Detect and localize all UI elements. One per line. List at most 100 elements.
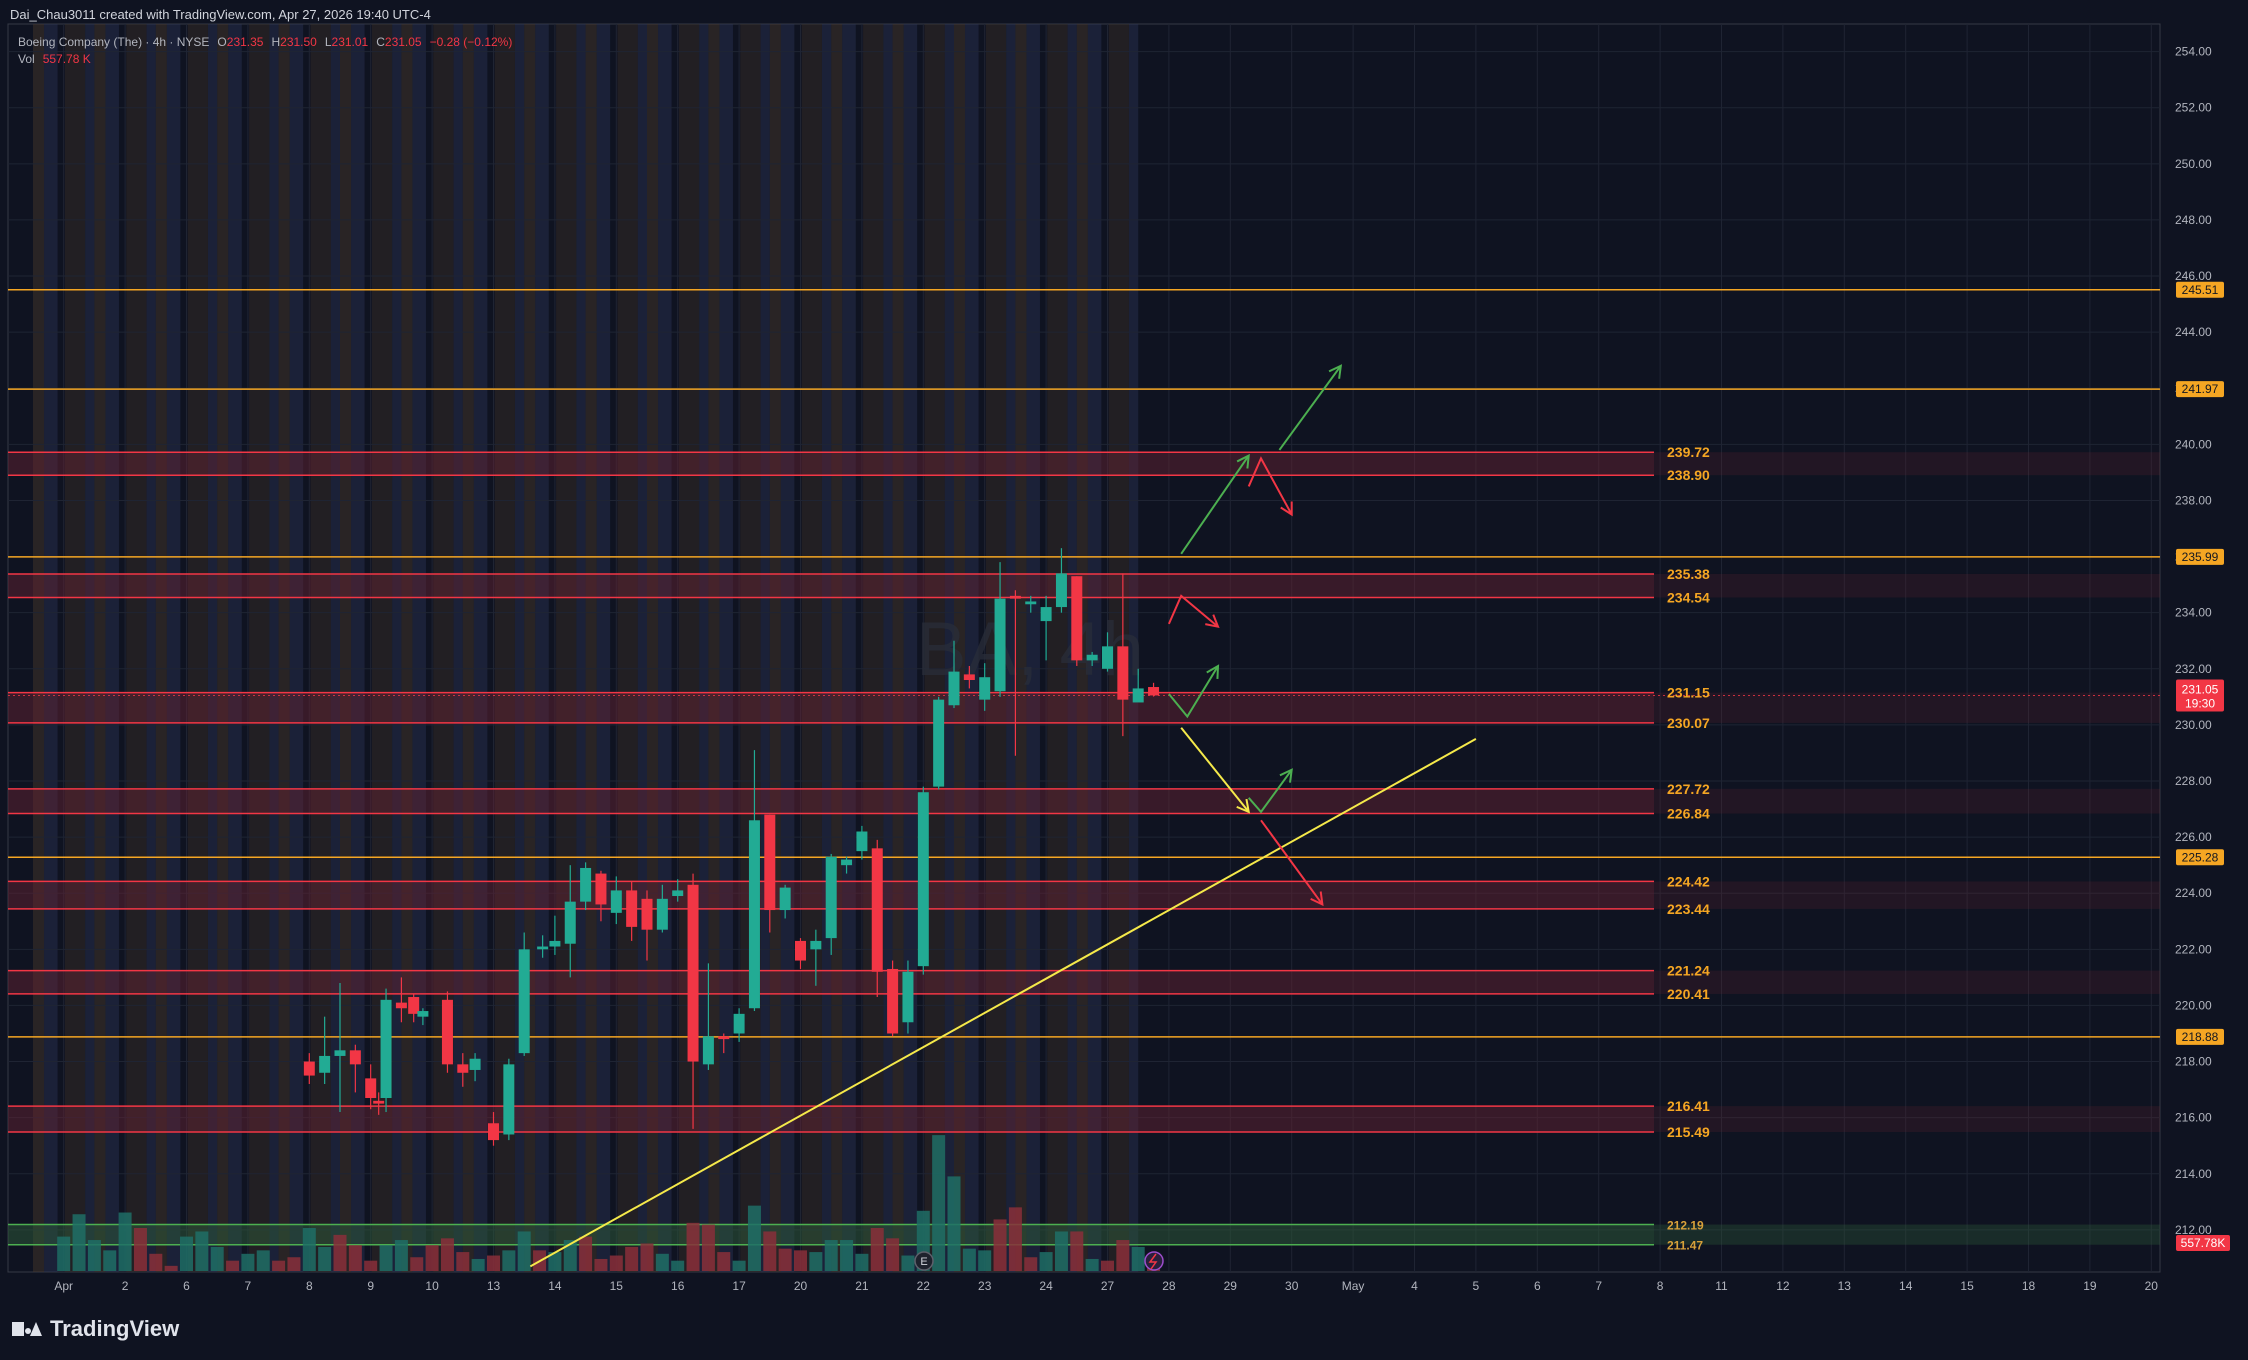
projection-arrow[interactable] (1168, 665, 1219, 719)
session-band (678, 24, 700, 1272)
candle-body[interactable] (687, 884, 699, 1062)
candle-body[interactable] (395, 1002, 407, 1009)
candle-body[interactable] (656, 898, 668, 930)
candle-body[interactable] (537, 946, 549, 950)
candle-body[interactable] (457, 1064, 469, 1073)
candle-body[interactable] (795, 940, 806, 961)
projection-arrow[interactable] (1247, 456, 1293, 515)
price-tick-label: 238.00 (2175, 493, 2212, 507)
volume-bar (287, 1257, 301, 1271)
candle-body[interactable] (979, 677, 991, 700)
candle-body[interactable] (748, 820, 760, 1009)
session-band (780, 24, 795, 1272)
candle-body[interactable] (1102, 646, 1113, 669)
candle-body[interactable] (810, 940, 822, 950)
price-tick-label: 230.00 (2175, 718, 2212, 732)
candle-body[interactable] (825, 856, 837, 939)
volume-bar (118, 1212, 132, 1271)
arrowhead-icon (1328, 364, 1343, 379)
candle-body[interactable] (319, 1055, 331, 1073)
candle-body[interactable] (902, 971, 914, 1023)
session-band (1026, 24, 1040, 1272)
volume-bar (180, 1236, 193, 1271)
candle-body[interactable] (1009, 595, 1021, 599)
candle-body[interactable] (349, 1050, 361, 1065)
candle-body[interactable] (469, 1058, 481, 1070)
projection-arrow[interactable] (1278, 365, 1342, 451)
candle-body[interactable] (994, 598, 1006, 692)
candle-body[interactable] (334, 1050, 346, 1056)
volume-bar (210, 1246, 224, 1271)
symbol-name[interactable]: Boeing Company (The) · 4h · NYSE (18, 35, 210, 49)
candle-body[interactable] (365, 1078, 377, 1099)
earnings-icon[interactable] (914, 1251, 934, 1271)
candle-body[interactable] (1040, 607, 1052, 622)
time-tick-label: 19 (2083, 1279, 2097, 1293)
session-band (126, 24, 147, 1272)
bolt-icon[interactable] (1144, 1251, 1164, 1271)
candle-body[interactable] (441, 999, 453, 1065)
candle-body[interactable] (887, 968, 899, 1034)
candle-body[interactable] (488, 1123, 499, 1141)
price-tick-label: 240.00 (2175, 437, 2212, 451)
candle-body[interactable] (672, 890, 684, 897)
zone-fill (8, 1224, 1654, 1245)
candle-body[interactable] (1148, 687, 1160, 696)
candle-body[interactable] (417, 1011, 429, 1017)
candle-body[interactable] (380, 999, 392, 1099)
projection-arrow[interactable] (1180, 727, 1250, 813)
time-tick-label: 14 (1899, 1279, 1913, 1293)
candle-body[interactable] (408, 997, 420, 1014)
projection-arrow[interactable] (1167, 594, 1219, 628)
volume-label[interactable]: Vol (18, 52, 35, 66)
candle-body[interactable] (580, 867, 592, 902)
candle-body[interactable] (641, 898, 653, 930)
candle-body[interactable] (733, 1013, 745, 1034)
candle-body[interactable] (549, 940, 561, 947)
candle-body[interactable] (871, 848, 883, 972)
candle-body[interactable] (564, 901, 576, 944)
candle-body[interactable] (702, 1036, 714, 1065)
candle-body[interactable] (1025, 601, 1037, 605)
candle-body[interactable] (764, 814, 776, 911)
candle-body[interactable] (963, 674, 975, 681)
candle-body[interactable] (718, 1036, 730, 1040)
volume-bar (993, 1219, 1007, 1271)
candle-body[interactable] (841, 859, 853, 866)
session-band (94, 24, 106, 1272)
time-tick-label: 9 (367, 1279, 374, 1293)
close-value: 231.05 (384, 35, 422, 49)
time-tick-label: 15 (1960, 1279, 1974, 1293)
candle-body[interactable] (626, 890, 638, 927)
projection-arrow[interactable] (1260, 819, 1324, 906)
candle-body[interactable] (518, 949, 530, 1054)
level-badge-label: 225.28 (2182, 850, 2219, 864)
projection-arrow[interactable] (1180, 455, 1250, 555)
projection-arrow[interactable] (1247, 769, 1293, 814)
candle-body[interactable] (503, 1064, 515, 1135)
chart-attribution: Dai_Chau3011 created with TradingView.co… (10, 7, 431, 22)
candle-body[interactable] (948, 671, 960, 706)
candle-body[interactable] (1117, 646, 1129, 700)
candle-body[interactable] (917, 792, 929, 967)
candle-body[interactable] (595, 873, 607, 905)
price-tick-label: 226.00 (2175, 830, 2212, 844)
tradingview-brand[interactable]: TradingView (12, 1316, 179, 1342)
candle-body[interactable] (1055, 573, 1067, 608)
candle-body[interactable] (610, 890, 622, 913)
session-band (412, 24, 426, 1272)
session-band (863, 24, 884, 1272)
candle-body[interactable] (1132, 688, 1144, 703)
candle-body[interactable] (1071, 576, 1083, 661)
candle-body[interactable] (933, 699, 945, 787)
price-tick-label: 254.00 (2175, 45, 2212, 59)
trendline[interactable] (529, 738, 1477, 1268)
candle-body[interactable] (303, 1061, 315, 1076)
candle-body[interactable] (1086, 654, 1098, 661)
candle-body[interactable] (373, 1100, 385, 1104)
session-band (617, 24, 638, 1272)
candle-body[interactable] (779, 887, 791, 911)
candle-body[interactable] (856, 831, 868, 852)
zone-fill (8, 452, 1654, 476)
